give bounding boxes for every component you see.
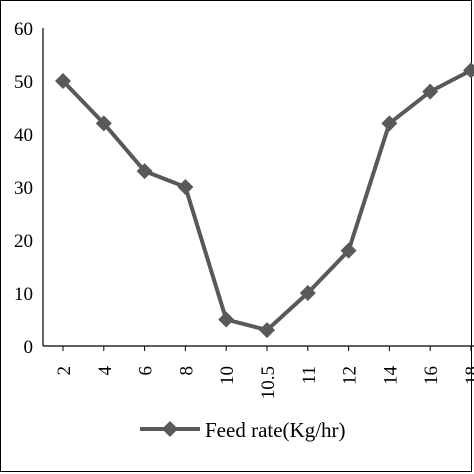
series-line [61, 68, 472, 333]
x-ticks: 2 4 6 8 10 10.5 11 12 14 16 18 [54, 346, 474, 399]
y-tick-label: 20 [14, 231, 33, 252]
data-point-diamond [95, 115, 112, 132]
x-tick-label: 16 [421, 366, 442, 385]
data-point-diamond [381, 115, 398, 132]
x-tick-label: 14 [380, 366, 401, 386]
x-tick-label: 8 [176, 366, 197, 376]
x-tick-label: 6 [136, 366, 157, 376]
data-point-diamond [299, 285, 316, 301]
legend: Feed rate(Kg/hr) [140, 418, 346, 442]
x-tick-label: 10 [217, 366, 238, 385]
data-point-diamond [340, 242, 357, 259]
data-point-diamond [422, 83, 439, 100]
legend-marker-diamond [162, 421, 178, 437]
x-tick-label: 11 [299, 366, 320, 384]
x-tick-label: 12 [340, 366, 361, 385]
legend-label: Feed rate(Kg/hr) [205, 418, 346, 442]
y-ticks: 0 10 20 30 40 50 60 [14, 19, 33, 358]
series-layer [55, 62, 474, 339]
x-tick-label: 18 [462, 366, 474, 385]
y-tick-label: 0 [24, 337, 34, 358]
x-tick-label: 10.5 [258, 366, 279, 399]
x-tick-label: 2 [54, 366, 75, 376]
data-point-diamond [55, 73, 71, 89]
data-point-diamond [259, 322, 275, 339]
y-tick-label: 30 [14, 178, 33, 199]
y-tick-label: 50 [14, 72, 33, 93]
data-point-diamond [177, 179, 194, 195]
y-tick-label: 40 [14, 125, 33, 146]
y-tick-label: 60 [14, 19, 33, 40]
x-tick-label: 4 [95, 366, 116, 376]
data-point-diamond [218, 311, 235, 328]
y-tick-label: 10 [14, 284, 33, 305]
data-point-diamond [463, 62, 474, 79]
axes [42, 28, 474, 347]
data-point-diamond [136, 163, 153, 180]
